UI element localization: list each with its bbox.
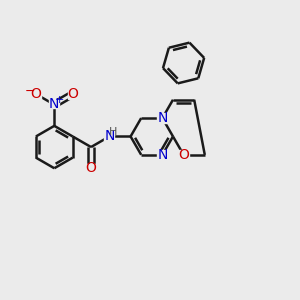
Text: −: − <box>25 85 35 98</box>
Text: O: O <box>85 161 97 175</box>
Bar <box>104 132 114 141</box>
Bar <box>31 89 41 99</box>
Bar <box>49 99 59 109</box>
Text: O: O <box>31 87 41 101</box>
Text: N: N <box>157 111 168 125</box>
Text: O: O <box>67 87 78 101</box>
Bar <box>158 150 167 160</box>
Text: +: + <box>55 95 64 105</box>
Text: O: O <box>178 148 189 162</box>
Bar <box>86 164 96 173</box>
Bar <box>178 150 189 160</box>
Text: N: N <box>49 97 59 111</box>
Bar <box>68 89 78 99</box>
Bar <box>158 113 167 123</box>
Text: N: N <box>157 148 168 162</box>
Text: H: H <box>109 127 118 137</box>
Text: N: N <box>104 130 115 143</box>
